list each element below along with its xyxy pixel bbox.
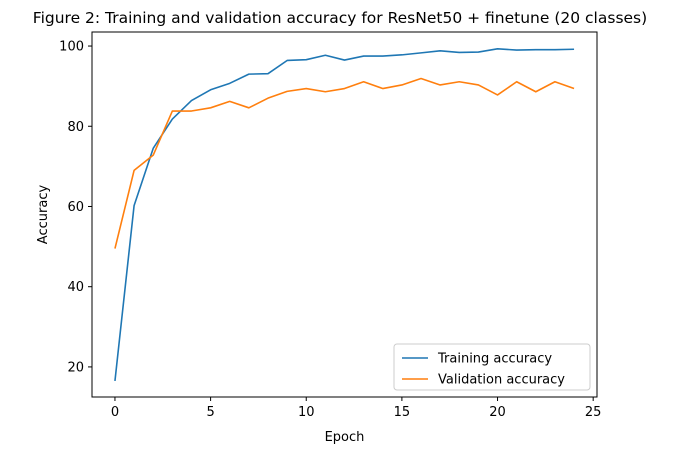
legend-label: Training accuracy [437,352,552,367]
legend-box [393,343,591,391]
y-tick-label: 80 [67,120,84,135]
x-axis-ticks: 0 5 10 15 20 25 [111,397,602,420]
y-axis-label: Accuracy [36,185,51,245]
series-lines [114,48,575,382]
x-tick-label: 5 [206,405,214,420]
y-tick-label: 40 [67,280,84,295]
x-tick-label: 15 [394,405,411,420]
x-tick-label: 25 [585,405,602,420]
x-tick-label: 20 [489,405,506,420]
x-tick-label: 10 [298,405,315,420]
x-axis-label: Epoch [325,430,365,445]
y-axis-ticks: 20 40 60 80 100 [59,40,92,375]
plot-area [91,31,598,398]
y-tick-label: 100 [59,40,84,55]
series-line [114,48,575,382]
chart-title: Figure 2: Training and validation accura… [33,9,647,27]
series-line [114,77,575,249]
y-tick-label: 20 [67,360,84,375]
y-tick-label: 60 [67,200,84,215]
x-tick-label: 0 [111,405,119,420]
legend: Training accuracy Validation accuracy [393,343,591,391]
legend-label: Validation accuracy [438,373,565,388]
